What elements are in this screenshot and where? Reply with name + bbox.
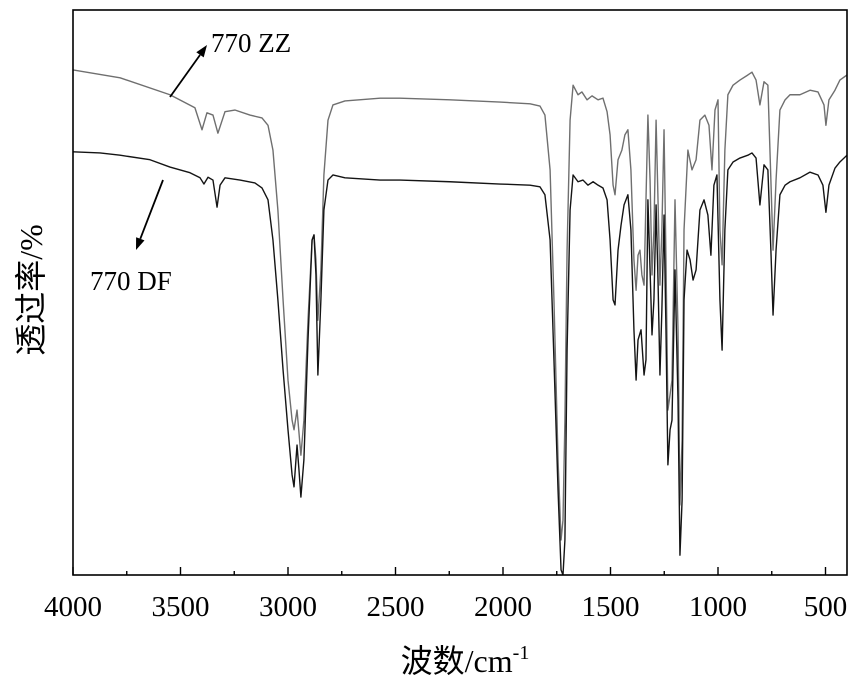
series-layer	[73, 69, 847, 575]
annotation-arrow-770-zz	[169, 45, 207, 98]
x-tick-label-3000: 3000	[259, 591, 317, 623]
x-axis-label-superscript: -1	[513, 642, 530, 664]
x-axis-ticks: 4000 3500 3000 2500 2000 1500 1000 500	[44, 567, 847, 623]
x-axis-label: 波数/cm-1	[401, 642, 530, 679]
y-axis-label: 透过率/%	[13, 224, 49, 356]
annotation-label-770-df: 770 DF	[90, 266, 172, 296]
series-line-770-zz	[73, 69, 847, 541]
x-tick-label-1500: 1500	[582, 591, 640, 623]
annotation-arrow-770-df	[136, 179, 164, 250]
x-tick-label-500: 500	[804, 591, 848, 623]
x-tick-label-2000: 2000	[474, 591, 532, 623]
series-line-770-df	[73, 151, 847, 575]
x-tick-label-2500: 2500	[367, 591, 425, 623]
x-tick-label-1000: 1000	[689, 591, 747, 623]
plot-frame	[72, 9, 848, 576]
x-axis-label-text: 波数/cm	[401, 643, 513, 679]
x-tick-label-3500: 3500	[152, 591, 210, 623]
annotation-label-770-zz: 770 ZZ	[211, 28, 291, 58]
x-tick-label-4000: 4000	[44, 591, 102, 623]
